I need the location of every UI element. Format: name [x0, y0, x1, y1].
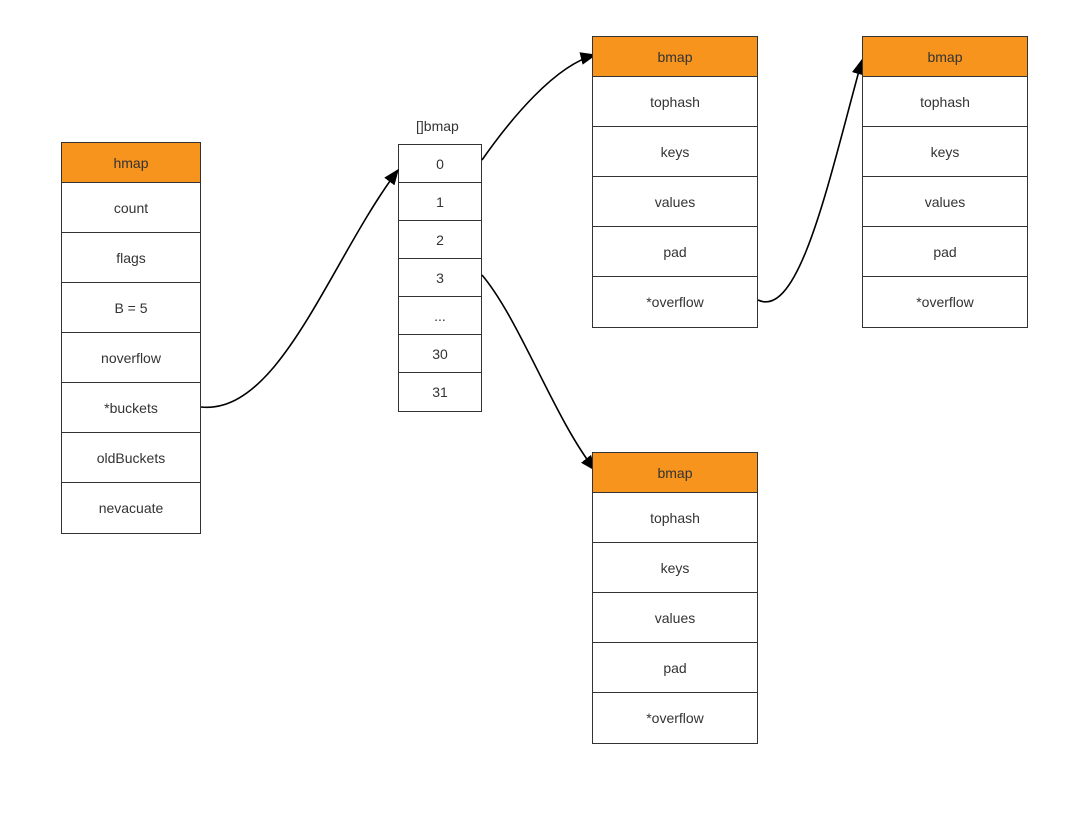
- arrow-array3-to-bmap3: [482, 275, 595, 470]
- hmap-field: count: [62, 183, 200, 233]
- bmap-field: tophash: [593, 493, 757, 543]
- bmap-field: keys: [863, 127, 1027, 177]
- bmap-field: values: [593, 593, 757, 643]
- bmap-field: keys: [593, 127, 757, 177]
- array-cell: 1: [399, 183, 481, 221]
- hmap-field: B = 5: [62, 283, 200, 333]
- bmap-field: tophash: [593, 77, 757, 127]
- bmap-field: values: [863, 177, 1027, 227]
- bmap-field: pad: [863, 227, 1027, 277]
- arrow-array0-to-bmap1: [482, 55, 595, 160]
- bmap-field: values: [593, 177, 757, 227]
- bmap-array-label: []bmap: [416, 118, 459, 134]
- bmap-field: keys: [593, 543, 757, 593]
- array-cell: 0: [399, 145, 481, 183]
- bmap-field: pad: [593, 227, 757, 277]
- bmap-field: *overflow: [863, 277, 1027, 327]
- array-cell: 2: [399, 221, 481, 259]
- arrow-overflow-to-bmap2: [758, 60, 862, 302]
- bmap-field: tophash: [863, 77, 1027, 127]
- hmap-field: flags: [62, 233, 200, 283]
- array-cell: 30: [399, 335, 481, 373]
- hmap-field: oldBuckets: [62, 433, 200, 483]
- bmap-field: *overflow: [593, 277, 757, 327]
- hmap-struct: hmap countflagsB = 5noverflow*bucketsold…: [61, 142, 201, 534]
- bmap-top-right: bmaptophashkeysvaluespad*overflow: [862, 36, 1028, 328]
- bmap-field: pad: [593, 643, 757, 693]
- hmap-field: noverflow: [62, 333, 200, 383]
- hmap-field: nevacuate: [62, 483, 200, 533]
- bmap-field: *overflow: [593, 693, 757, 743]
- bmap-header: bmap: [593, 453, 757, 493]
- array-cell: ...: [399, 297, 481, 335]
- bmap-header: bmap: [863, 37, 1027, 77]
- arrow-buckets-to-array: [201, 170, 398, 407]
- bmap-bottom: bmaptophashkeysvaluespad*overflow: [592, 452, 758, 744]
- bmap-top-left: bmaptophashkeysvaluespad*overflow: [592, 36, 758, 328]
- bmap-header: bmap: [593, 37, 757, 77]
- bmap-array: 0123...3031: [398, 144, 482, 412]
- array-cell: 31: [399, 373, 481, 411]
- hmap-field: *buckets: [62, 383, 200, 433]
- array-cell: 3: [399, 259, 481, 297]
- hmap-header: hmap: [62, 143, 200, 183]
